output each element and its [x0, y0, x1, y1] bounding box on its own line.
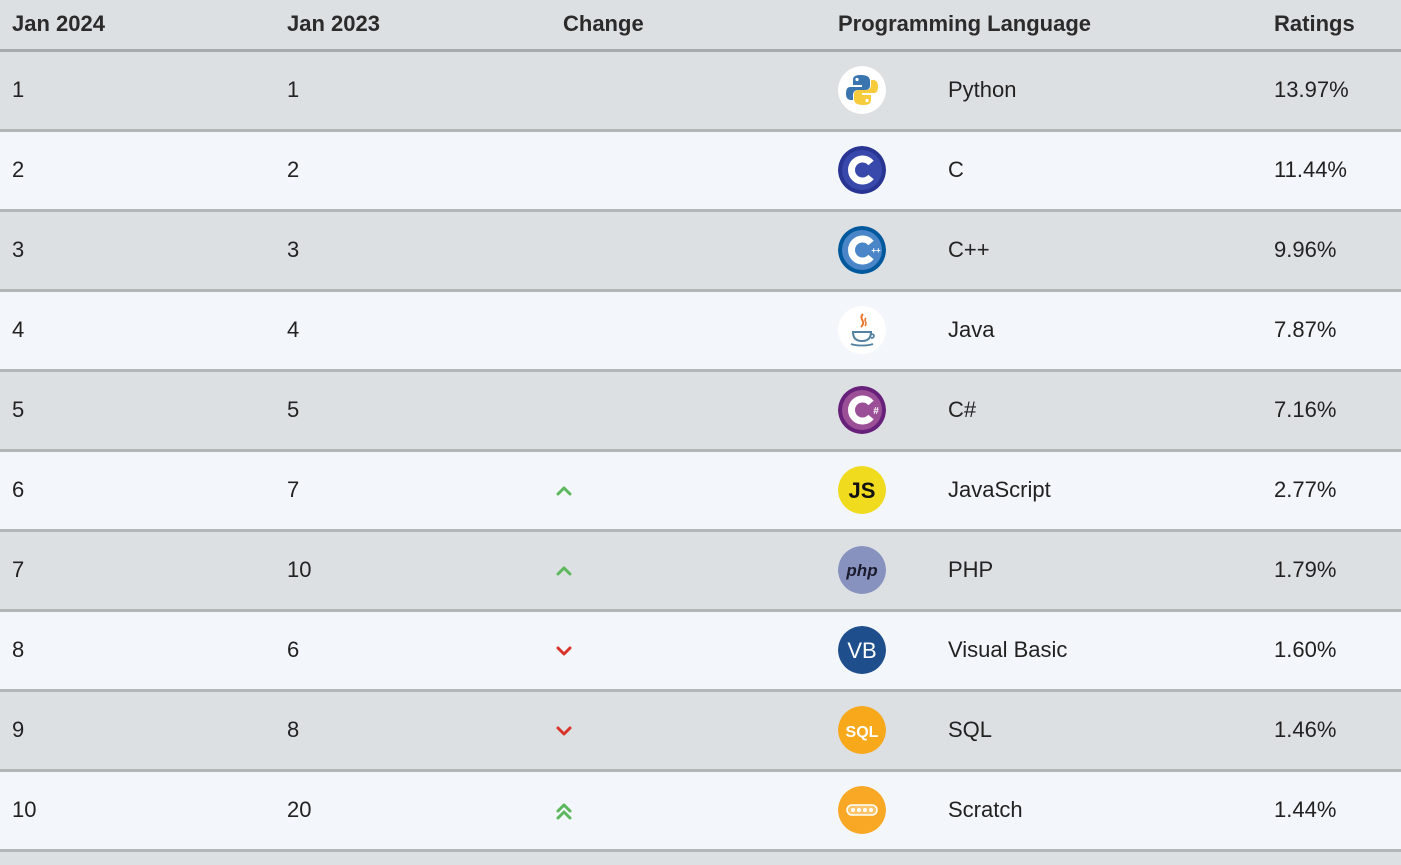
language-logo-cell — [826, 130, 936, 212]
language-logo-cell: JS — [826, 450, 936, 532]
scratch-logo-icon — [838, 786, 886, 834]
rank-current: 3 — [0, 210, 275, 292]
language-logo-cell: php — [826, 530, 936, 612]
java-logo-icon — [838, 306, 886, 354]
table-row: 8 6 VB Visual Basic 1.60% — [0, 610, 1401, 692]
header-previous-month[interactable]: Jan 2023 — [275, 0, 551, 52]
header-ratings[interactable]: Ratings — [1274, 0, 1401, 52]
svg-text:#: # — [873, 406, 879, 417]
table-row: 10 20 Scratch 1.44% — [0, 770, 1401, 852]
language-logo-cell: ++ — [826, 210, 936, 292]
rank-previous: 20 — [275, 770, 551, 852]
rating-value: 13.97% — [1274, 50, 1401, 132]
change-indicator — [551, 610, 826, 692]
rank-current: 5 — [0, 370, 275, 452]
language-name[interactable]: Visual Basic — [936, 610, 1275, 692]
change-indicator — [551, 770, 826, 852]
svg-text:php: php — [845, 561, 877, 580]
header-programming-language[interactable]: Programming Language — [826, 0, 1275, 52]
change-indicator — [551, 690, 826, 772]
table-row: 1 1 Python 13.97% — [0, 50, 1401, 132]
language-logo-cell — [826, 770, 936, 852]
rank-previous: 8 — [275, 690, 551, 772]
table-row: 4 4 Java 7.87% — [0, 290, 1401, 372]
language-logo-cell — [826, 50, 936, 132]
rank-previous: 10 — [275, 530, 551, 612]
language-logo-cell — [826, 290, 936, 372]
c-logo-icon — [838, 146, 886, 194]
rating-value: 7.16% — [1274, 370, 1401, 452]
rating-value: 1.46% — [1274, 690, 1401, 772]
language-name[interactable]: JavaScript — [936, 450, 1275, 532]
change-indicator — [551, 210, 826, 292]
table-row: 7 10 php PHP 1.79% — [0, 530, 1401, 612]
rank-current: 7 — [0, 530, 275, 612]
rank-current: 10 — [0, 770, 275, 852]
rank-previous: 1 — [275, 50, 551, 132]
change-indicator — [551, 290, 826, 372]
change-indicator — [551, 530, 826, 612]
language-name[interactable]: C++ — [936, 210, 1275, 292]
rank-previous: 2 — [275, 130, 551, 212]
rating-value: 9.96% — [1274, 210, 1401, 292]
language-name[interactable]: C# — [936, 370, 1275, 452]
rank-current: 6 — [0, 450, 275, 532]
rank-current: 9 — [0, 690, 275, 772]
language-name[interactable]: Python — [936, 50, 1275, 132]
arrow-down-icon — [553, 720, 575, 742]
table-header-row: Jan 2024 Jan 2023 Change Programming Lan… — [0, 0, 1401, 52]
rank-current: 2 — [0, 130, 275, 212]
rank-current: 4 — [0, 290, 275, 372]
arrow-up-icon — [553, 480, 575, 502]
table-row: 2 2 C 11.44% — [0, 130, 1401, 212]
rank-previous: 7 — [275, 450, 551, 532]
rating-value: 7.87% — [1274, 290, 1401, 372]
rank-current: 8 — [0, 610, 275, 692]
javascript-logo-icon: JS — [838, 466, 886, 514]
double-arrow-up-icon — [553, 800, 575, 822]
language-name[interactable]: PHP — [936, 530, 1275, 612]
header-current-month[interactable]: Jan 2024 — [0, 0, 275, 52]
language-name[interactable]: C — [936, 130, 1275, 212]
change-indicator — [551, 370, 826, 452]
visual-basic-logo-icon: VB — [838, 626, 886, 674]
language-logo-cell: SQL — [826, 690, 936, 772]
rank-current: 1 — [0, 50, 275, 132]
language-logo-cell: VB — [826, 610, 936, 692]
language-name[interactable]: Java — [936, 290, 1275, 372]
arrow-up-icon — [553, 560, 575, 582]
svg-text:++: ++ — [871, 246, 881, 255]
table-row: 6 7 JS JavaScript 2.77% — [0, 450, 1401, 532]
sql-logo-icon: SQL — [838, 706, 886, 754]
table-row: 3 3 ++ C++ 9.96% — [0, 210, 1401, 292]
language-logo-cell: # — [826, 370, 936, 452]
change-indicator — [551, 50, 826, 132]
rank-previous: 6 — [275, 610, 551, 692]
rating-value: 2.77% — [1274, 450, 1401, 532]
arrow-down-icon — [553, 640, 575, 662]
svg-text:SQL: SQL — [846, 724, 879, 741]
header-change[interactable]: Change — [551, 0, 826, 52]
table-row: 9 8 SQL SQL 1.46% — [0, 690, 1401, 772]
language-name[interactable]: SQL — [936, 690, 1275, 772]
csharp-logo-icon: # — [838, 386, 886, 434]
svg-text:VB: VB — [847, 638, 876, 663]
change-indicator — [551, 130, 826, 212]
rating-value: 11.44% — [1274, 130, 1401, 212]
table-row: 5 5 # C# 7.16% — [0, 370, 1401, 452]
rating-value: 1.44% — [1274, 770, 1401, 852]
svg-text:JS: JS — [849, 478, 876, 503]
cpp-logo-icon: ++ — [838, 226, 886, 274]
rank-previous: 5 — [275, 370, 551, 452]
change-indicator — [551, 450, 826, 532]
php-logo-icon: php — [838, 546, 886, 594]
rank-previous: 4 — [275, 290, 551, 372]
rating-value: 1.79% — [1274, 530, 1401, 612]
rank-previous: 3 — [275, 210, 551, 292]
language-name[interactable]: Scratch — [936, 770, 1275, 852]
rating-value: 1.60% — [1274, 610, 1401, 692]
python-logo-icon — [838, 66, 886, 114]
